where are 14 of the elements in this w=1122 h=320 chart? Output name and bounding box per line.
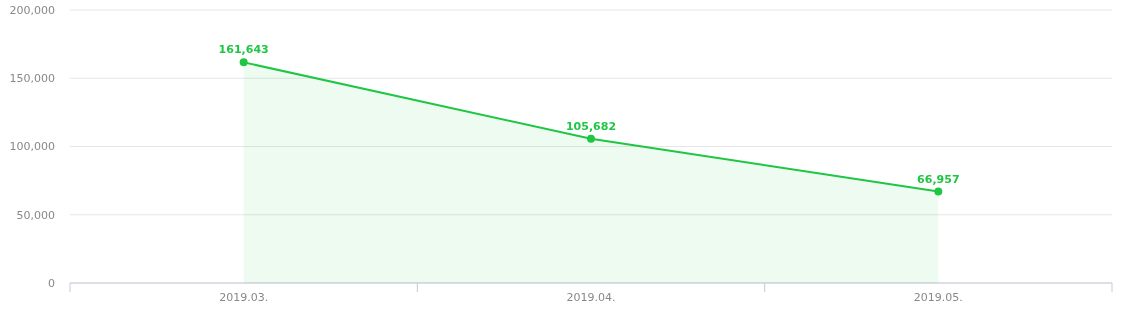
point <box>934 187 943 196</box>
y-tick-label: 100,000 <box>9 140 55 154</box>
data-label: 66,957 <box>917 172 960 186</box>
x-tick-label: 2019.04. <box>566 291 616 304</box>
point <box>239 58 248 67</box>
point <box>587 134 595 143</box>
x-tick-label: 2019.05. <box>913 291 963 304</box>
y-tick-label: 150,000 <box>9 72 55 86</box>
x-tick-label: 2019.03. <box>219 291 269 304</box>
y-tick-label: 50,000 <box>16 208 55 222</box>
y-tick-label: 0 <box>48 276 55 290</box>
data-label: 161,643 <box>218 43 269 57</box>
data-label: 105,682 <box>565 119 617 133</box>
y-tick-label: 200,000 <box>9 3 55 17</box>
